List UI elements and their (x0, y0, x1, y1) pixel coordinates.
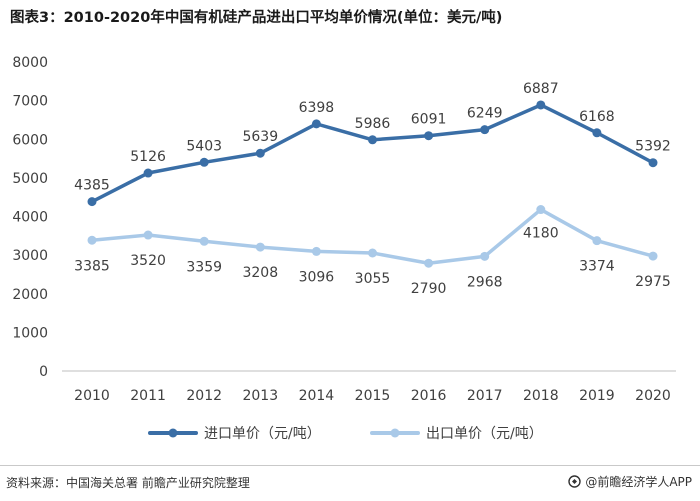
data-label: 5392 (635, 139, 671, 155)
y-tick-label: 7000 (12, 94, 48, 110)
data-label: 3520 (130, 253, 166, 269)
export-price-point (592, 236, 602, 246)
x-tick-label: 2011 (130, 388, 166, 404)
y-tick-label: 0 (39, 364, 48, 380)
import-price-point (536, 100, 546, 110)
data-label: 3055 (355, 271, 391, 287)
legend-export-label: 出口单价（元/吨） (426, 426, 543, 442)
legend-export-swatch-marker (390, 428, 400, 438)
legend-import-swatch-marker (168, 428, 178, 438)
export-price-point (424, 258, 434, 268)
data-label: 2790 (411, 281, 447, 297)
data-label: 6887 (523, 81, 559, 97)
y-tick-label: 3000 (12, 248, 48, 264)
import-price-point (87, 197, 97, 207)
x-tick-label: 2019 (579, 388, 615, 404)
data-label: 2975 (635, 274, 671, 290)
export-price-point (536, 205, 546, 215)
data-label: 6091 (411, 112, 447, 128)
x-tick-label: 2020 (635, 388, 671, 404)
export-price-point (480, 251, 490, 261)
y-tick-label: 4000 (12, 210, 48, 226)
x-tick-label: 2015 (355, 388, 391, 404)
y-tick-label: 1000 (12, 325, 48, 341)
import-price-point (199, 157, 209, 167)
legend-import-label: 进口单价（元/吨） (204, 426, 321, 442)
source-note: 资料来源：中国海关总署 前瞻产业研究院整理 (6, 476, 250, 490)
chart-title: 图表3：2010-2020年中国有机硅产品进出口平均单价情况(单位：美元/吨) (10, 10, 503, 26)
qianzhan-logo-icon (568, 475, 582, 488)
footer-divider (0, 465, 700, 466)
data-label: 4385 (74, 178, 110, 194)
export-price-point (87, 235, 97, 245)
data-label: 6249 (467, 106, 503, 122)
import-price-point (143, 168, 153, 178)
data-label: 5126 (130, 149, 166, 165)
y-tick-label: 2000 (12, 287, 48, 303)
data-label: 3096 (299, 269, 335, 285)
y-tick-label: 5000 (12, 171, 48, 187)
data-label: 6168 (579, 109, 615, 125)
data-label: 3208 (242, 265, 278, 281)
y-tick-label: 6000 (12, 132, 48, 148)
data-label: 5403 (186, 138, 222, 154)
export-price-point (143, 230, 153, 240)
import-price-point (368, 135, 377, 145)
x-tick-label: 2013 (242, 388, 278, 404)
import-price-point (311, 119, 321, 129)
export-price-point (199, 236, 209, 246)
export-price-point (255, 242, 265, 252)
import-price-point (480, 125, 490, 135)
data-label: 4180 (523, 226, 559, 242)
x-tick-label: 2014 (299, 388, 335, 404)
line-chart: 0 1000 2000 3000 4000 5000 6000 7000 8000 2010 201… (12, 55, 676, 442)
y-tick-label: 8000 (12, 55, 48, 71)
brand-credit: @前瞻经济学人APP (568, 473, 692, 490)
x-tick-label: 2010 (74, 388, 110, 404)
data-label: 5986 (355, 116, 391, 132)
data-label: 3374 (579, 259, 615, 275)
export-price-point (648, 251, 658, 261)
data-label: 5639 (242, 129, 278, 145)
data-label: 3385 (74, 258, 110, 274)
x-tick-label: 2018 (523, 388, 559, 404)
export-price-point (368, 248, 377, 258)
import-price-point (424, 131, 434, 141)
x-tick-label: 2017 (467, 388, 503, 404)
export-price-point (311, 246, 321, 256)
data-label: 6398 (299, 100, 335, 116)
x-tick-label: 2012 (186, 388, 222, 404)
data-label: 2968 (467, 274, 503, 290)
import-price-point (648, 158, 658, 168)
x-tick-label: 2016 (411, 388, 447, 404)
import-price-point (255, 148, 265, 158)
brand-text: @前瞻经济学人APP (585, 475, 692, 489)
data-label: 3359 (186, 259, 222, 275)
import-price-point (592, 128, 602, 138)
